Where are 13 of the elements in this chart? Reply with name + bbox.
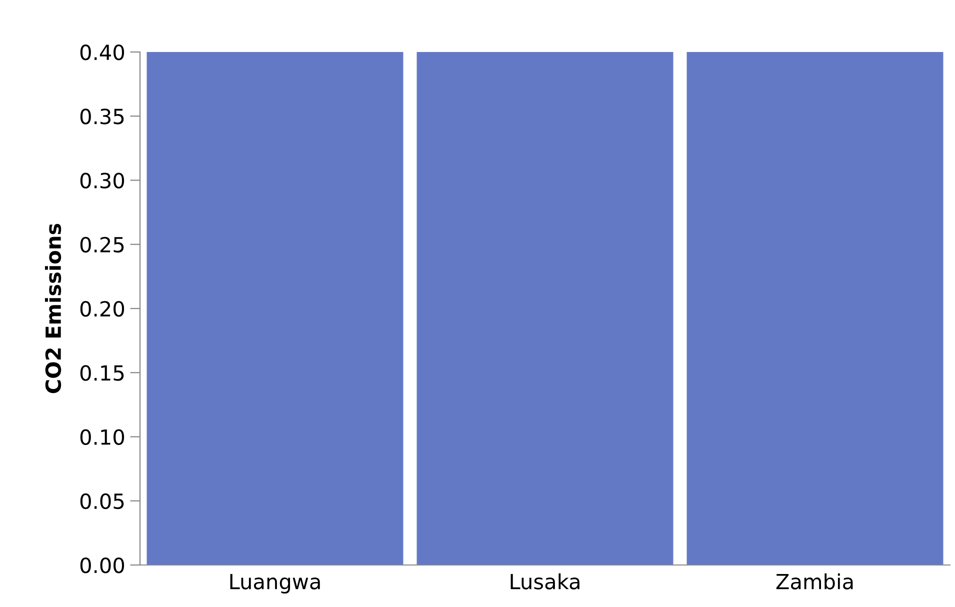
x-tick-label: Luangwa bbox=[230, 574, 320, 594]
y-tick-label: 0.20 bbox=[80, 300, 124, 317]
y-tick-label: 0.40 bbox=[80, 44, 124, 60]
y-tick-label: 0.35 bbox=[80, 108, 124, 124]
y-tick-label: 0.15 bbox=[80, 365, 124, 381]
y-tick-label: 0.00 bbox=[80, 557, 124, 574]
y-axis-title: CO2 Emissions bbox=[44, 224, 62, 394]
y-tick-label: 0.30 bbox=[80, 172, 124, 188]
x-tick-label: Zambia bbox=[776, 573, 853, 590]
y-tick-label: 0.25 bbox=[80, 236, 124, 253]
y-tick-label: 0.10 bbox=[80, 429, 124, 445]
y-tick-label: 0.05 bbox=[80, 493, 124, 510]
x-tick-label: Lusaka bbox=[510, 573, 580, 590]
